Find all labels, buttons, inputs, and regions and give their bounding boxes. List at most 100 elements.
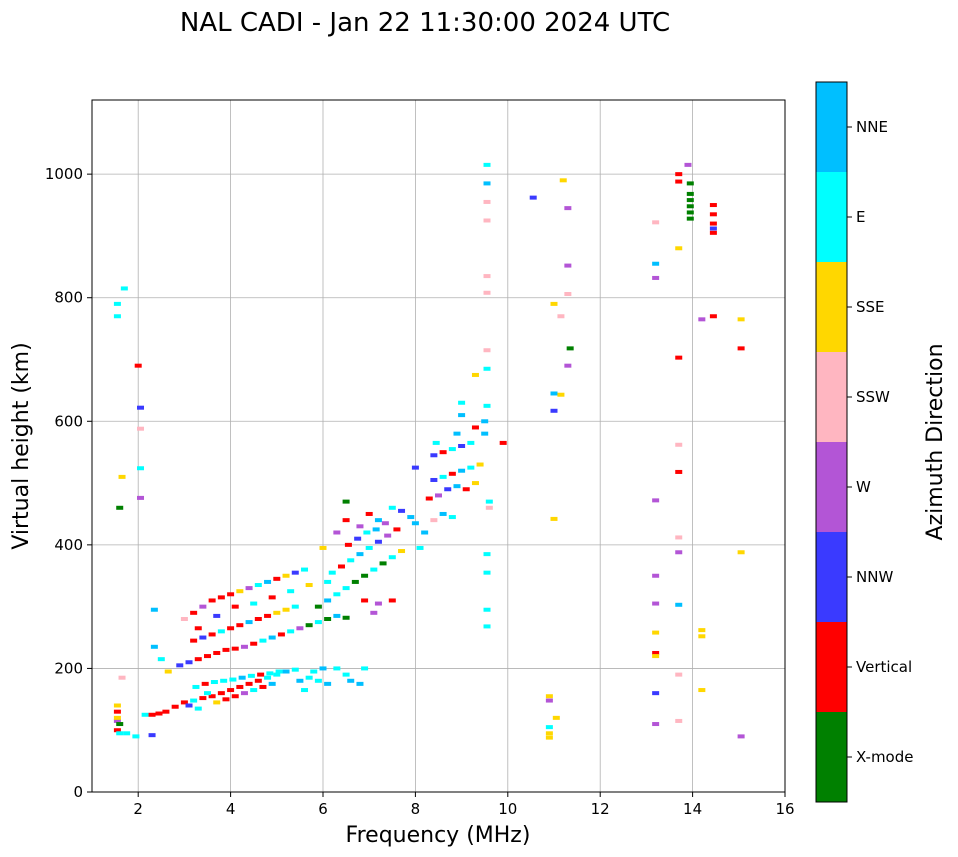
data-point [652, 261, 660, 266]
colorbar-label: W [856, 478, 871, 496]
data-point [483, 607, 491, 612]
data-point [471, 481, 479, 486]
data-point [190, 638, 198, 643]
data-point [342, 518, 350, 523]
data-point [240, 644, 248, 649]
data-point [365, 545, 373, 550]
x-tick-label: 2 [133, 800, 143, 818]
data-point [675, 355, 683, 360]
data-point [388, 505, 396, 510]
data-point [134, 363, 142, 368]
data-point [675, 172, 683, 177]
data-point [398, 549, 406, 554]
y-tick-label: 400 [54, 536, 83, 554]
data-point [116, 722, 124, 727]
data-point [462, 487, 470, 492]
data-point [113, 718, 121, 723]
y-tick-label: 600 [54, 412, 83, 430]
data-point [467, 440, 475, 445]
data-point [291, 604, 299, 609]
data-point [363, 530, 371, 535]
data-point [545, 735, 553, 740]
data-point [324, 681, 332, 686]
data-point [314, 678, 322, 683]
data-point [222, 647, 230, 652]
data-point [287, 589, 295, 594]
data-point [305, 623, 313, 628]
data-point [337, 564, 345, 569]
data-point [240, 691, 248, 696]
data-point [709, 226, 717, 231]
data-point [652, 691, 660, 696]
data-point [268, 635, 276, 640]
data-point [113, 703, 121, 708]
colorbar-frame [815, 81, 848, 803]
data-point [324, 617, 332, 621]
data-point [686, 191, 694, 196]
data-point [483, 199, 491, 204]
data-point [180, 617, 188, 621]
data-point [458, 413, 466, 418]
data-point [250, 641, 258, 646]
data-point [268, 595, 276, 600]
data-point [448, 471, 456, 476]
data-point [217, 691, 225, 696]
data-point [162, 709, 170, 714]
data-point [559, 178, 567, 183]
data-point [227, 626, 235, 631]
data-point [550, 391, 558, 396]
data-point [686, 181, 694, 186]
data-point [305, 583, 313, 588]
data-point [550, 516, 558, 521]
data-point [467, 465, 475, 470]
data-point [737, 550, 745, 555]
data-point [471, 425, 479, 430]
data-point [296, 626, 304, 631]
data-point [356, 552, 364, 557]
x-tick-label: 8 [411, 800, 421, 818]
data-point [439, 450, 447, 455]
data-point [686, 210, 694, 215]
data-point [264, 613, 272, 618]
data-point [150, 607, 158, 612]
colorbar-segment [816, 352, 847, 442]
data-point [213, 650, 221, 655]
y-tick-label: 800 [54, 289, 83, 307]
data-point [652, 654, 660, 659]
data-point [282, 607, 290, 612]
data-point [113, 728, 121, 733]
data-point [709, 314, 717, 319]
data-point [652, 601, 660, 606]
data-point [141, 712, 149, 717]
data-point [342, 586, 350, 591]
data-point [652, 220, 660, 225]
data-point [370, 567, 378, 572]
colorbar-segment [816, 442, 847, 532]
data-point [483, 181, 491, 186]
data-point [483, 348, 491, 353]
data-point [483, 403, 491, 408]
data-point [148, 712, 156, 717]
data-point [435, 493, 442, 498]
data-point [296, 678, 304, 683]
data-point [552, 715, 560, 720]
data-point [374, 539, 382, 544]
data-point [199, 696, 207, 701]
data-point [231, 694, 239, 699]
data-point [220, 678, 228, 683]
data-point [194, 706, 202, 711]
data-point [675, 469, 683, 474]
data-point [675, 550, 683, 555]
data-point [301, 567, 309, 572]
data-point [137, 405, 145, 410]
data-point [430, 477, 438, 482]
data-point [257, 672, 265, 677]
data-point [190, 698, 198, 703]
data-point [137, 495, 145, 500]
data-point [171, 704, 179, 709]
data-point [123, 731, 131, 736]
data-point [481, 431, 489, 436]
data-point [458, 468, 466, 473]
data-point [113, 715, 121, 720]
data-point [342, 615, 350, 620]
